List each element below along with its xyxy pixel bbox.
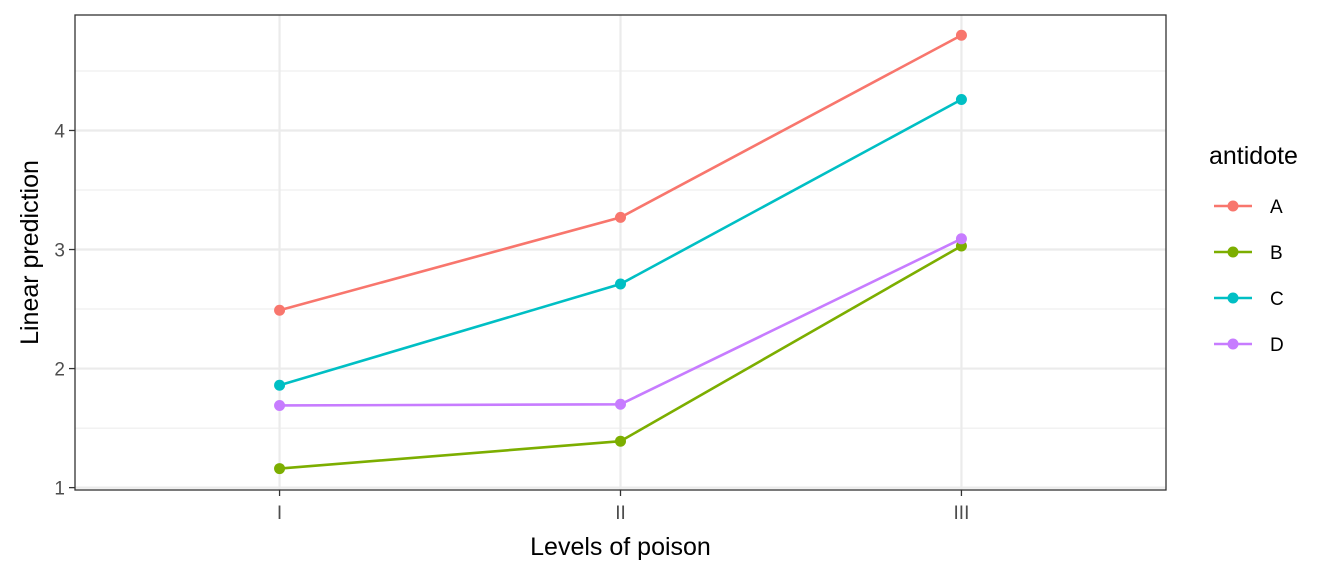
- data-point-C: [274, 379, 286, 391]
- legend-key-point: [1227, 338, 1239, 350]
- data-point-D: [615, 398, 626, 410]
- x-tick-label: II: [615, 503, 626, 524]
- legend-label: A: [1270, 197, 1283, 218]
- x-axis: I II III: [277, 490, 969, 524]
- y-tick-label: 3: [54, 241, 65, 262]
- y-axis-title: Linear prediction: [16, 160, 44, 345]
- legend-item-A: A: [1214, 197, 1283, 218]
- data-point-B: [274, 463, 286, 475]
- data-point-B: [615, 435, 626, 447]
- series-A: [274, 29, 967, 316]
- y-tick-label: 2: [54, 360, 65, 381]
- series-B: [274, 240, 967, 475]
- y-tick-label: 4: [54, 121, 65, 142]
- x-tick-label: I: [277, 503, 282, 524]
- legend-item-D: D: [1214, 335, 1284, 356]
- series-D: [274, 233, 967, 411]
- y-tick-label: 1: [54, 479, 65, 500]
- legend: antidote A B C D: [1209, 142, 1298, 356]
- legend-key-point: [1227, 200, 1239, 212]
- series-C: [274, 94, 967, 391]
- major-gridlines: [75, 15, 1166, 490]
- data-point-A: [955, 29, 967, 41]
- series-layer: [274, 29, 967, 475]
- legend-item-C: C: [1214, 289, 1284, 310]
- x-tick-label: III: [954, 503, 970, 524]
- x-axis-title: Levels of poison: [530, 533, 711, 561]
- legend-item-B: B: [1214, 243, 1283, 264]
- data-point-D: [274, 399, 286, 411]
- legend-title: antidote: [1209, 142, 1298, 170]
- data-point-C: [615, 278, 626, 290]
- legend-label: B: [1270, 243, 1283, 264]
- legend-key-point: [1227, 246, 1239, 258]
- data-point-D: [955, 233, 967, 245]
- y-axis: 1 2 3 4: [54, 121, 75, 500]
- legend-label: C: [1270, 289, 1284, 310]
- legend-label: D: [1270, 335, 1284, 356]
- data-point-C: [955, 94, 967, 106]
- legend-key-point: [1227, 292, 1239, 304]
- data-point-A: [615, 211, 626, 223]
- data-point-A: [274, 304, 286, 316]
